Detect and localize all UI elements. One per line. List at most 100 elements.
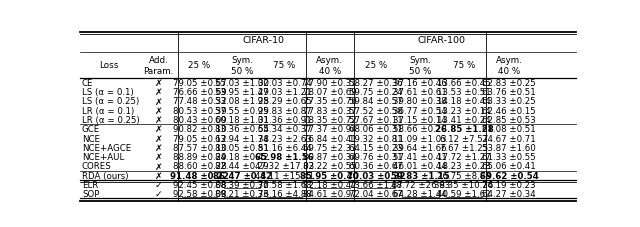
Text: Loss: Loss [100, 61, 119, 70]
Text: 55.03 ±1.02: 55.03 ±1.02 [215, 79, 269, 88]
Text: 53.08 ±1.95: 53.08 ±1.95 [216, 97, 269, 106]
Text: 36.77 ±0.54: 36.77 ±0.54 [394, 106, 447, 115]
Text: 76.66 ±0.69: 76.66 ±0.69 [173, 88, 227, 97]
Text: CE: CE [82, 79, 93, 88]
Text: 19.32 ±0.81: 19.32 ±0.81 [349, 134, 403, 143]
Text: 17.72 ±1.27: 17.72 ±1.27 [437, 153, 491, 161]
Text: 88.39 ±0.36: 88.39 ±0.36 [216, 180, 269, 189]
Text: 88.60 ±0.28: 88.60 ±0.28 [173, 162, 227, 171]
Text: 79.05 ±0.12: 79.05 ±0.12 [173, 134, 227, 143]
Text: ✗: ✗ [154, 153, 163, 161]
Text: ✓: ✓ [154, 180, 163, 189]
Text: CIFAR-10: CIFAR-10 [242, 36, 284, 45]
Text: 70.03 ±0.32: 70.03 ±0.32 [347, 171, 405, 180]
Text: 63.33 ±0.25: 63.33 ±0.25 [483, 97, 536, 106]
Text: 82.44 ±0.29: 82.44 ±0.29 [216, 162, 269, 171]
Text: 47.32 ±17.03: 47.32 ±17.03 [255, 162, 314, 171]
Text: 80.43 ±0.09: 80.43 ±0.09 [173, 116, 227, 124]
Text: ✗: ✗ [154, 134, 163, 143]
Text: 57.41 ±0.41: 57.41 ±0.41 [394, 153, 447, 161]
Text: GCE: GCE [82, 125, 100, 134]
Text: 79.05 ±0.67: 79.05 ±0.67 [173, 79, 227, 88]
Text: 58.27 ±0.36: 58.27 ±0.36 [349, 79, 403, 88]
Text: 39.64 ±1.66: 39.64 ±1.66 [394, 143, 447, 152]
Text: 65.06 ±0.41: 65.06 ±0.41 [483, 162, 536, 171]
Text: 57.67 ±0.11: 57.67 ±0.11 [349, 116, 403, 124]
Text: Asym.
40 %: Asym. 40 % [496, 56, 523, 76]
Text: NCE+AGCE: NCE+AGCE [82, 143, 131, 152]
Text: CIFAR-100: CIFAR-100 [417, 36, 465, 45]
Text: 63.76 ±0.51: 63.76 ±0.51 [483, 88, 536, 97]
Text: 91.48 ±0.22: 91.48 ±0.22 [170, 171, 229, 180]
Text: ✗: ✗ [154, 162, 163, 171]
Text: LR (α = 0.1): LR (α = 0.1) [82, 106, 134, 115]
Text: Sym.
50 %: Sym. 50 % [409, 56, 431, 76]
Text: LS (α = 0.1): LS (α = 0.1) [82, 88, 134, 97]
Text: 77.48 ±0.32: 77.48 ±0.32 [173, 97, 227, 106]
Text: ✓: ✓ [154, 190, 163, 198]
Text: ✗: ✗ [154, 125, 163, 134]
Text: 24.67 ±0.71: 24.67 ±0.71 [483, 134, 536, 143]
Text: CORES: CORES [82, 162, 112, 171]
Text: 64.28 ±1.44: 64.28 ±1.44 [394, 190, 447, 198]
Text: 69.76 ±0.31: 69.76 ±0.31 [349, 153, 403, 161]
Text: 84.61 ±0.97: 84.61 ±0.97 [303, 190, 356, 198]
Text: ✗: ✗ [154, 79, 163, 88]
Text: 38.35 ±10.26: 38.35 ±10.26 [435, 180, 493, 189]
Text: 58.66 ±0.28: 58.66 ±0.28 [394, 125, 447, 134]
Text: 85.95 ±0.40: 85.95 ±0.40 [301, 171, 359, 180]
Text: 84.18 ±0.42: 84.18 ±0.42 [215, 153, 269, 161]
Text: 13.53 ±0.51: 13.53 ±0.51 [437, 88, 491, 97]
Text: 30.03 ±0.74: 30.03 ±0.74 [258, 79, 312, 88]
Text: 48.11 ±15.41: 48.11 ±15.41 [255, 171, 314, 180]
Text: 88.89 ±0.29: 88.89 ±0.29 [173, 153, 227, 161]
Text: 83.05 ±0.81: 83.05 ±0.81 [215, 143, 269, 152]
Text: ✗: ✗ [154, 97, 163, 106]
Text: 77.83 ±0.37: 77.83 ±0.37 [303, 106, 356, 115]
Text: 25 %: 25 % [365, 61, 387, 70]
Text: 13.66 ±0.45: 13.66 ±0.45 [437, 79, 491, 88]
Text: 59.75 ±0.24: 59.75 ±0.24 [349, 88, 403, 97]
Text: Asym.
40 %: Asym. 40 % [316, 56, 343, 76]
Text: 53.95 ±1.47: 53.95 ±1.47 [216, 88, 269, 97]
Text: 86.47 ±0.42: 86.47 ±0.42 [212, 171, 272, 180]
Text: ELR: ELR [82, 180, 98, 189]
Text: 64.27 ±0.34: 64.27 ±0.34 [483, 190, 536, 198]
Text: ✗: ✗ [154, 116, 163, 124]
Text: 62.83 ±0.25: 62.83 ±0.25 [483, 79, 536, 88]
Text: SOP: SOP [82, 190, 99, 198]
Text: 18.23 ±0.28: 18.23 ±0.28 [437, 162, 491, 171]
Text: 31.36 ±0.91: 31.36 ±0.91 [258, 116, 312, 124]
Text: 75 %: 75 % [273, 61, 296, 70]
Text: 78.07 ±0.69: 78.07 ±0.69 [303, 88, 356, 97]
Text: 87.57 ±0.10: 87.57 ±0.10 [173, 143, 227, 152]
Text: 46.01 ±0.44: 46.01 ±0.44 [394, 162, 447, 171]
Text: 78.35 ±0.72: 78.35 ±0.72 [303, 116, 356, 124]
Text: 80.53 ±0.39: 80.53 ±0.39 [173, 106, 227, 115]
Text: ✗: ✗ [154, 171, 163, 180]
Text: ✗: ✗ [154, 88, 163, 97]
Text: 37.15 ±0.14: 37.15 ±0.14 [394, 116, 447, 124]
Text: 63.94 ±1.74: 63.94 ±1.74 [216, 134, 269, 143]
Text: 25 %: 25 % [188, 61, 211, 70]
Text: 76.16 ±4.88: 76.16 ±4.88 [258, 190, 312, 198]
Text: 68.06 ±0.31: 68.06 ±0.31 [349, 125, 403, 134]
Text: 92.45 ±0.08: 92.45 ±0.08 [173, 180, 227, 189]
Text: Add.
Param.: Add. Param. [143, 56, 173, 76]
Text: 62.46 ±0.15: 62.46 ±0.15 [483, 106, 536, 115]
Text: 60.36 ±0.67: 60.36 ±0.67 [349, 162, 403, 171]
Text: 53.87 ±1.60: 53.87 ±1.60 [483, 143, 536, 152]
Text: 61.08 ±0.51: 61.08 ±0.51 [483, 125, 536, 134]
Text: 89.21 ±0.33: 89.21 ±0.33 [216, 190, 269, 198]
Text: 75 %: 75 % [452, 61, 475, 70]
Text: ✗: ✗ [154, 106, 163, 115]
Text: 39.80 ±0.38: 39.80 ±0.38 [394, 97, 447, 106]
Text: 72.04 ±0.67: 72.04 ±0.67 [349, 190, 403, 198]
Text: 72.58 ±1.63: 72.58 ±1.63 [258, 180, 312, 189]
Text: 59.83 ±1.15: 59.83 ±1.15 [391, 171, 449, 180]
Text: 61.33 ±0.55: 61.33 ±0.55 [483, 153, 536, 161]
Text: 29.83 ±0.87: 29.83 ±0.87 [258, 106, 312, 115]
Text: 13.41 ±0.24: 13.41 ±0.24 [437, 116, 491, 124]
Text: 7.67 ±1.25: 7.67 ±1.25 [440, 143, 488, 152]
Text: NCE: NCE [82, 134, 100, 143]
